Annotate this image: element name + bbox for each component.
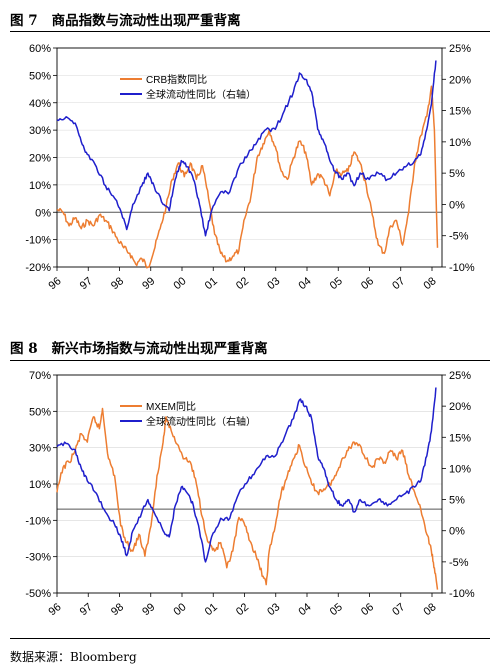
plot-frame — [56, 47, 443, 268]
figure-8-number: 图 8 — [10, 341, 38, 357]
series-line-liquidity — [56, 60, 437, 237]
right-axis-tick-label: 10% — [449, 137, 471, 149]
left-axis-tick-label: 40% — [29, 98, 51, 110]
source-note: 数据来源：Bloomberg — [10, 650, 137, 664]
left-axis-tick-label: 60% — [29, 43, 51, 55]
right-axis-tick-label: 15% — [449, 432, 471, 444]
figure-7-title: 图 7 商品指数与流动性出现严重背离 — [10, 9, 241, 29]
right-axis-tick-label: 5% — [449, 168, 465, 180]
left-axis-tick-label: -50% — [25, 588, 51, 600]
left-axis-tick-label: 10% — [29, 180, 51, 192]
x-axis-tick-label: 06 — [359, 601, 376, 618]
x-axis-tick-label: 08 — [422, 275, 439, 292]
left-axis-tick-label: 30% — [29, 125, 51, 137]
series-line-primary — [56, 407, 439, 590]
left-axis-tick-label: 50% — [29, 406, 51, 418]
figure-7-chart: 60% 50% 40% 30% 20% 10% 0% -10% -20% 25% 20% 15% 10%… — [25, 43, 475, 292]
legend-label: 全球流动性同比（右轴） — [146, 88, 256, 101]
x-axis-tick-label: 98 — [109, 601, 126, 618]
plot-frame — [56, 374, 443, 594]
left-axis-tick-label: 30% — [29, 443, 51, 455]
x-axis-tick-label: 96 — [47, 601, 64, 618]
x-axis-tick-label: 08 — [422, 601, 439, 618]
bottom-rule — [10, 638, 490, 639]
left-axis-tick-label: -10% — [25, 515, 51, 527]
x-axis-tick-label: 02 — [234, 601, 251, 618]
right-axis-tick-label: -5% — [449, 557, 469, 569]
right-axis-tick-label: 25% — [449, 370, 471, 382]
x-axis-tick-label: 04 — [297, 601, 314, 618]
left-axis-tick-label: 50% — [29, 70, 51, 82]
right-axis-tick-label: 10% — [449, 463, 471, 475]
figure-8-title: 图 8 新兴市场指数与流动性出现严重背离 — [10, 337, 268, 357]
left-axis-tick-label: -30% — [25, 552, 51, 564]
x-axis-tick-label: 03 — [265, 275, 282, 292]
figure-8-chart: 70% 50% 30% 10% -10% -30% -50% 25% 20% 15% 10% 5% 0%… — [25, 370, 475, 618]
figure-7-number: 图 7 — [10, 13, 38, 29]
figure-7-caption: 商品指数与流动性出现严重背离 — [51, 13, 241, 29]
x-axis-tick-label: 00 — [172, 601, 189, 618]
x-axis-tick-label: 04 — [297, 275, 314, 292]
right-axis-tick-label: 5% — [449, 495, 465, 507]
x-axis-tick-label: 99 — [140, 275, 157, 292]
x-axis-tick-label: 01 — [203, 275, 220, 292]
legend-label: 全球流动性同比（右轴） — [146, 415, 256, 428]
x-axis-tick-label: 98 — [109, 275, 126, 292]
left-axis-tick-label: -10% — [25, 235, 51, 247]
figure-8-rule — [10, 360, 490, 361]
x-axis-tick-label: 03 — [265, 601, 282, 618]
figure-7-rule — [10, 31, 490, 32]
right-axis-tick-label: 25% — [449, 43, 471, 55]
x-axis-tick-label: 02 — [234, 275, 251, 292]
legend-label: MXEM同比 — [146, 401, 196, 413]
x-axis-tick-label: 07 — [390, 601, 407, 618]
left-axis-tick-label: 10% — [29, 479, 51, 491]
figure-8-caption: 新兴市场指数与流动性出现严重背离 — [51, 341, 268, 357]
right-axis-tick-label: 20% — [449, 74, 471, 86]
right-axis-tick-label: 20% — [449, 401, 471, 413]
right-axis-tick-label: 15% — [449, 106, 471, 118]
left-axis-tick-label: 70% — [29, 370, 51, 382]
legend-label: CRB指数同比 — [146, 73, 207, 86]
x-axis-tick-label: 00 — [172, 275, 189, 292]
right-axis-tick-label: -10% — [449, 262, 475, 274]
series-line-liquidity — [56, 387, 437, 563]
x-axis-tick-label: 01 — [203, 601, 220, 618]
series-line-primary — [56, 85, 439, 269]
right-axis-tick-label: -5% — [449, 231, 469, 243]
right-axis-tick-label: 0% — [449, 526, 465, 538]
x-axis-tick-label: 96 — [47, 275, 64, 292]
x-axis-tick-label: 07 — [390, 275, 407, 292]
left-axis-tick-label: -20% — [25, 262, 51, 274]
x-axis-tick-label: 05 — [328, 275, 345, 292]
right-axis-tick-label: 0% — [449, 199, 465, 211]
left-axis-tick-label: 0% — [35, 207, 51, 219]
x-axis-tick-label: 97 — [78, 275, 95, 292]
x-axis-tick-label: 06 — [359, 275, 376, 292]
left-axis-tick-label: 20% — [29, 153, 51, 165]
x-axis-tick-label: 99 — [140, 601, 157, 618]
right-axis-tick-label: -10% — [449, 588, 475, 600]
x-axis-tick-label: 97 — [78, 601, 95, 618]
x-axis-tick-label: 05 — [328, 601, 345, 618]
